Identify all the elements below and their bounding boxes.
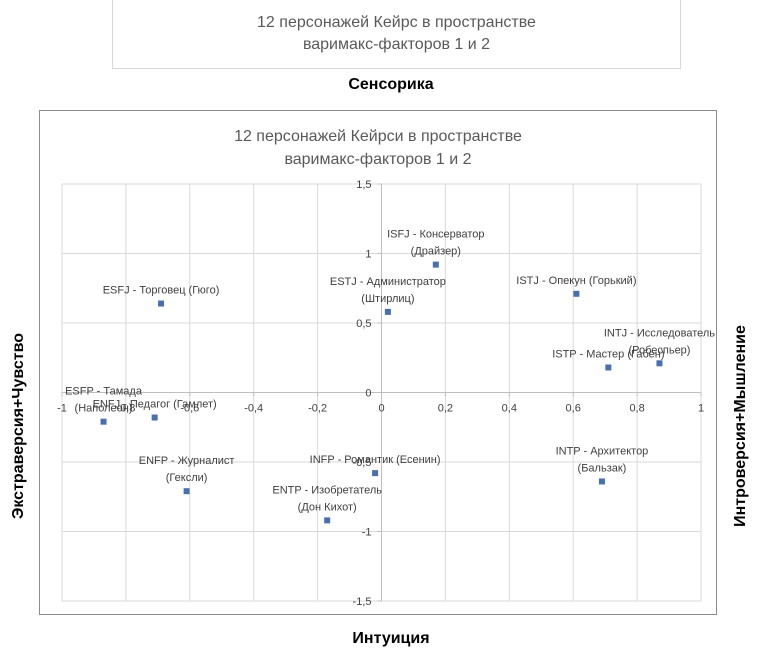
data-point-label: INTP - Архитектор xyxy=(556,445,649,457)
data-point-label: (Бальзак) xyxy=(578,462,627,474)
x-tick-label: 0,2 xyxy=(438,403,453,415)
data-point-marker xyxy=(432,261,439,268)
data-point-marker xyxy=(183,488,190,495)
top-axis-label: Сенсорика xyxy=(348,76,434,93)
data-point-label: (Штирлиц) xyxy=(361,293,414,305)
x-tick-label: 1 xyxy=(698,403,704,415)
background-chart-title: 12 персонажей Кейрс в пространстве варим… xyxy=(113,12,680,56)
data-point-label: (Робеспьер) xyxy=(628,344,690,356)
x-tick-label: 0,8 xyxy=(629,403,644,415)
data-point-label: ISTP - Мастер (Габен) xyxy=(552,348,664,360)
left-axis-label: Экстраверсия+Чувство xyxy=(10,332,27,520)
y-tick-label: 0 xyxy=(365,388,371,400)
y-tick-label: -1 xyxy=(362,527,372,539)
y-tick-label: 0,5 xyxy=(356,318,371,330)
bottom-axis-label: Интуиция xyxy=(352,630,430,647)
background-chart-frame: 12 персонажей Кейрс в пространстве варим… xyxy=(112,0,681,69)
scatter-chart: -1 -0,8 -0,6 -0,4 -0,2 0 0,2 0,4 0,6 0,8 1 1,5 1 0,5 0… xyxy=(57,128,715,608)
data-point-label: ENFJ - Педагог (Гамлет) xyxy=(93,399,217,411)
data-point-marker xyxy=(158,300,165,307)
right-axis-label: Интроверсия+Мышление xyxy=(732,325,749,527)
x-tick-label: 0 xyxy=(378,403,384,415)
y-tick-label: 1,5 xyxy=(356,179,371,191)
data-point-marker xyxy=(100,418,107,425)
data-point-label: (Гексли) xyxy=(166,472,208,484)
data-point-label: (Наполеон) xyxy=(75,403,133,415)
chart-title-line-2: варимакс-факторов 1 и 2 xyxy=(284,151,471,168)
data-point-label: ISFJ - Консерватор xyxy=(387,229,484,241)
data-point-label: INTJ - Исследователь xyxy=(604,327,715,339)
data-point-label: (Драйзер) xyxy=(411,246,461,258)
x-tick-label: -0,6 xyxy=(180,403,199,415)
data-point-label: ISTJ - Опекун (Горький) xyxy=(516,275,636,287)
data-point-marker xyxy=(598,478,605,485)
data-point-label: ENFP - Журналист xyxy=(139,455,235,467)
x-tick-label: 0,4 xyxy=(502,403,517,415)
x-tick-label: -0,2 xyxy=(308,403,327,415)
data-point-label: INFP - Романтик (Есенин) xyxy=(310,454,441,466)
chart-panel: -1 -0,8 -0,6 -0,4 -0,2 0 0,2 0,4 0,6 0,8 1 1,5 1 0,5 0… xyxy=(39,110,717,615)
data-point-label: ESFJ - Торговец (Гюго) xyxy=(103,285,220,297)
data-point-label: (Дон Кихот) xyxy=(298,501,357,513)
background-title-line-1: 12 персонажей Кейрс в пространстве xyxy=(257,14,536,31)
data-point-label: ESFP - Тамада xyxy=(65,386,143,398)
data-point-label: ENTP - Изобретатель xyxy=(272,484,382,496)
x-tick-label: -0,4 xyxy=(244,403,263,415)
data-point-marker xyxy=(324,517,331,524)
data-point-marker xyxy=(605,364,612,371)
x-tick-label: -0,8 xyxy=(116,403,135,415)
x-tick-label: -1 xyxy=(57,403,67,415)
y-tick-label: -1,5 xyxy=(353,596,372,608)
data-point-marker xyxy=(384,308,391,315)
y-tick-label: -0,5 xyxy=(353,457,372,469)
chart-title-line-1: 12 персонажей Кейрси в пространстве xyxy=(234,128,522,145)
data-point-label: ESTJ - Администратор xyxy=(330,276,446,288)
data-point-marker xyxy=(573,290,580,297)
y-tick-label: 1 xyxy=(365,249,371,261)
background-title-line-2: варимакс-факторов 1 и 2 xyxy=(302,36,491,53)
data-point-marker xyxy=(656,360,663,367)
data-point-marker xyxy=(151,414,158,421)
x-tick-label: 0,6 xyxy=(566,403,581,415)
data-point-marker xyxy=(372,470,379,477)
